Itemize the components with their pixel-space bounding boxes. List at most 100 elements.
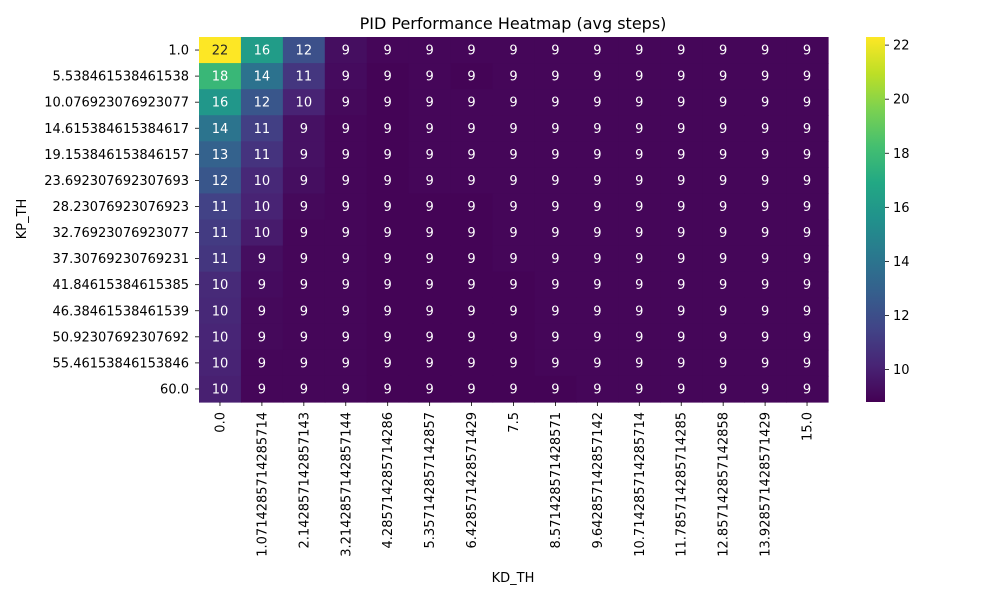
cell-annotation: 9 bbox=[384, 200, 392, 215]
cell-annotation: 11 bbox=[296, 70, 313, 85]
heatmap-cell bbox=[534, 193, 577, 221]
cell-annotation: 9 bbox=[425, 226, 433, 241]
cell-annotation: 9 bbox=[761, 200, 769, 215]
cell-annotation: 9 bbox=[342, 382, 350, 397]
heatmap-cell bbox=[492, 245, 536, 273]
heatmap-cell bbox=[199, 141, 242, 168]
heatmap-cell bbox=[534, 219, 577, 247]
heatmap-cell bbox=[660, 167, 703, 195]
heatmap-cell bbox=[744, 193, 787, 221]
heatmap-cell bbox=[702, 219, 745, 247]
heatmap-cell bbox=[324, 375, 368, 403]
heatmap-cell bbox=[702, 375, 745, 403]
cell-annotation: 9 bbox=[509, 356, 517, 371]
cell-annotation: 9 bbox=[425, 252, 433, 267]
cell-annotation: 9 bbox=[593, 382, 601, 397]
cell-annotation: 22 bbox=[212, 44, 229, 59]
heatmap-cell bbox=[618, 297, 661, 325]
heatmap-cell bbox=[660, 63, 703, 90]
heatmap-cell bbox=[702, 245, 745, 273]
heatmap-cell bbox=[366, 375, 410, 403]
cell-annotation: 9 bbox=[677, 252, 685, 267]
heatmap-cell bbox=[366, 193, 410, 221]
cell-annotation: 9 bbox=[803, 44, 811, 59]
cell-annotation: 9 bbox=[677, 44, 685, 59]
x-tick-label: 13.928571428571429 bbox=[759, 412, 774, 557]
cell-annotation: 9 bbox=[593, 174, 601, 189]
heatmap-cells bbox=[199, 37, 829, 403]
heatmap-cell bbox=[240, 63, 284, 90]
y-tick-label: 46.38461538461539 bbox=[53, 304, 189, 319]
x-tick-label: 9.642857142857142 bbox=[591, 412, 606, 548]
cell-annotation: 9 bbox=[467, 356, 475, 371]
heatmap-cell bbox=[618, 271, 661, 299]
heatmap-cell bbox=[450, 297, 494, 325]
heatmap-cell bbox=[366, 141, 410, 168]
cell-annotation: 9 bbox=[635, 226, 643, 241]
heatmap-cell bbox=[324, 63, 368, 90]
heatmap-cell bbox=[282, 271, 326, 299]
x-tick-label: 3.2142857142857144 bbox=[339, 412, 354, 557]
cell-annotation: 9 bbox=[342, 304, 350, 319]
cell-annotation: 9 bbox=[551, 226, 559, 241]
heatmap-cell bbox=[240, 141, 284, 168]
colorbar-tick-label: 18 bbox=[893, 147, 910, 162]
cell-annotation: 9 bbox=[761, 44, 769, 59]
y-tick-label: 1.0 bbox=[168, 44, 189, 59]
cell-annotation: 9 bbox=[593, 122, 601, 137]
cell-annotation: 9 bbox=[719, 252, 727, 267]
cell-annotation: 9 bbox=[258, 330, 266, 345]
y-tick-label: 23.692307692307693 bbox=[44, 174, 189, 189]
cell-annotation: 9 bbox=[258, 382, 266, 397]
cell-annotation: 9 bbox=[467, 304, 475, 319]
x-tick-label: 10.714285714285714 bbox=[633, 412, 648, 557]
cell-annotation: 9 bbox=[300, 278, 308, 293]
heatmap-cell bbox=[240, 271, 284, 299]
heatmap-cell bbox=[492, 219, 536, 247]
heatmap-cell bbox=[324, 89, 368, 116]
cell-annotation: 9 bbox=[425, 278, 433, 293]
cell-annotation: 9 bbox=[425, 356, 433, 371]
heatmap-cell bbox=[660, 323, 703, 351]
heatmap-cell bbox=[366, 63, 410, 90]
heatmap-cell bbox=[576, 219, 619, 247]
heatmap-cell bbox=[408, 89, 452, 116]
cell-annotation: 9 bbox=[593, 356, 601, 371]
heatmap-cell bbox=[240, 349, 284, 377]
heatmap-cell bbox=[786, 245, 829, 273]
cell-annotation: 9 bbox=[467, 382, 475, 397]
heatmap-cell bbox=[618, 115, 661, 142]
heatmap-cell bbox=[786, 37, 829, 64]
heatmap-cell bbox=[282, 193, 326, 221]
heatmap-cell bbox=[492, 193, 536, 221]
cell-annotation: 9 bbox=[384, 252, 392, 267]
cell-annotation: 9 bbox=[384, 226, 392, 241]
heatmap-cell bbox=[199, 89, 242, 116]
heatmap-cell bbox=[534, 323, 577, 351]
heatmap-cell bbox=[199, 193, 242, 221]
heatmap-cell bbox=[660, 349, 703, 377]
heatmap-cell bbox=[492, 323, 536, 351]
chart-title: PID Performance Heatmap (avg steps) bbox=[360, 14, 667, 33]
x-tick-label: 5.357142857142857 bbox=[423, 412, 438, 548]
heatmap-cell bbox=[324, 297, 368, 325]
heatmap-cell bbox=[492, 297, 536, 325]
heatmap-cell bbox=[744, 219, 787, 247]
cell-annotation: 9 bbox=[719, 356, 727, 371]
heatmap-cell bbox=[576, 63, 619, 90]
heatmap-cell bbox=[534, 167, 577, 195]
cell-annotation: 9 bbox=[342, 200, 350, 215]
heatmap-cell bbox=[199, 245, 242, 273]
cell-annotation: 9 bbox=[509, 44, 517, 59]
cell-annotation: 9 bbox=[635, 96, 643, 111]
cell-annotation: 9 bbox=[425, 70, 433, 85]
cell-annotation: 9 bbox=[551, 96, 559, 111]
cell-annotation: 9 bbox=[300, 226, 308, 241]
cell-annotation: 9 bbox=[719, 330, 727, 345]
heatmap-cell bbox=[199, 219, 242, 247]
cell-annotation: 9 bbox=[593, 200, 601, 215]
heatmap-cell bbox=[408, 375, 452, 403]
heatmap-cell bbox=[324, 271, 368, 299]
heatmap-cell bbox=[324, 323, 368, 351]
cell-annotation: 9 bbox=[677, 304, 685, 319]
